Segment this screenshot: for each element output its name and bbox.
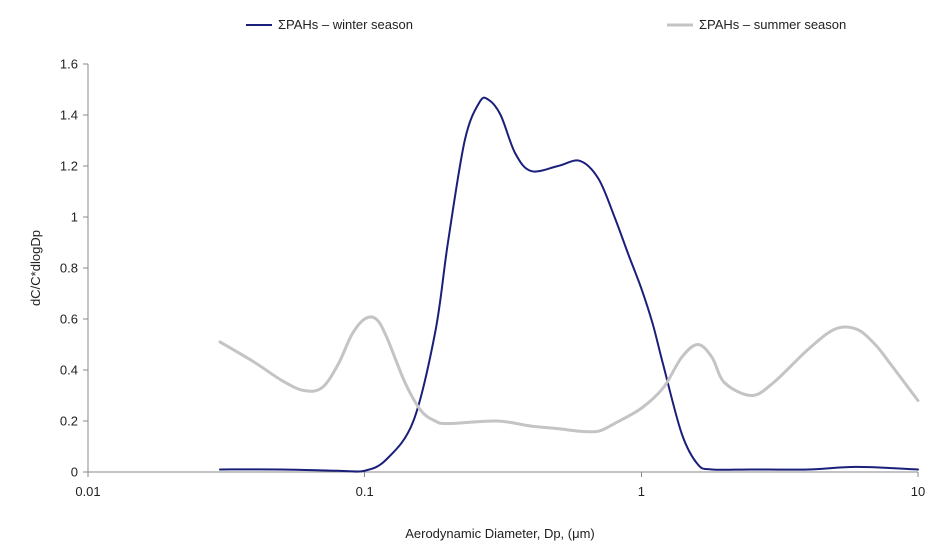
x-axis-title: Aerodynamic Diameter, Dp, (μm) — [405, 526, 595, 541]
series-line-summer — [218, 315, 920, 434]
x-tick-label: 0.1 — [356, 484, 374, 499]
y-tick-label: 1.6 — [60, 57, 78, 72]
y-tick-label: 0.2 — [60, 414, 78, 429]
y-tick-label: 0.4 — [60, 363, 78, 378]
y-tick-label: 0.6 — [60, 312, 78, 327]
axes: 0 0.2 0.4 0.6 0.8 1 1.2 1.4 1.6 0.01 0.1 1 10 — [60, 57, 925, 500]
x-tick-label: 10 — [911, 484, 925, 499]
y-tick-label: 0 — [71, 465, 78, 480]
y-tick-label: 0.8 — [60, 261, 78, 276]
x-tick-label: 1 — [638, 484, 645, 499]
x-tick-label: 0.01 — [75, 484, 100, 499]
series-line-winter — [219, 96, 919, 473]
series-lines — [218, 96, 920, 473]
legend-label-winter: ΣPAHs – winter season — [278, 17, 413, 32]
legend: ΣPAHs – winter season ΣPAHs – summer seas… — [246, 17, 846, 32]
y-axis-title: dC/C*dlogDp — [28, 230, 43, 306]
y-tick-label: 1.2 — [60, 159, 78, 174]
y-tick-label: 1 — [71, 210, 78, 225]
y-tick-label: 1.4 — [60, 108, 78, 123]
legend-label-summer: ΣPAHs – summer season — [699, 17, 846, 32]
